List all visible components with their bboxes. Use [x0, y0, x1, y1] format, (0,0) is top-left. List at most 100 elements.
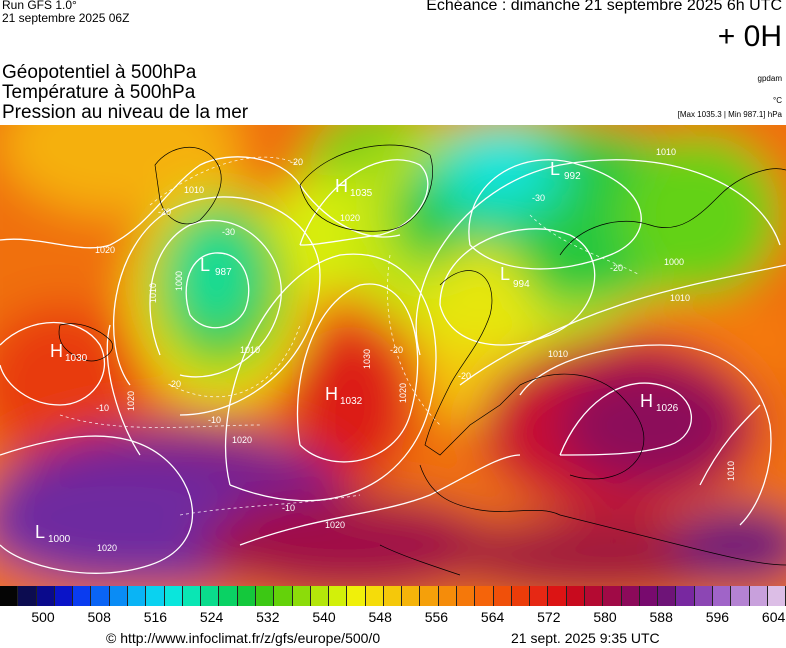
isobar-label: 1020 [398, 383, 408, 403]
isobar-label: 1020 [325, 520, 345, 530]
center-value: 994 [513, 279, 530, 290]
color-swatch [310, 586, 330, 606]
color-swatch [365, 586, 384, 606]
scale-label: 588 [649, 609, 673, 625]
color-swatch [585, 586, 604, 606]
isobar-label: 1010 [726, 461, 736, 481]
color-swatch [274, 586, 293, 606]
param-pressure: Pression au niveau de la mer [2, 102, 249, 123]
scale-label: 540 [312, 609, 336, 625]
color-swatch [146, 586, 165, 606]
color-swatch [603, 586, 622, 606]
param-geopotential: Géopotentiel à 500hPa [2, 62, 197, 83]
center-value: 987 [215, 267, 232, 278]
isobar-label: 1010 [148, 283, 158, 303]
color-swatch [566, 586, 585, 606]
color-swatch [0, 586, 19, 606]
color-swatch [621, 586, 640, 606]
temperature-label: -10 [282, 503, 295, 513]
color-swatch [548, 586, 567, 606]
center-letter: L [500, 264, 510, 284]
forecast-time: Echéance : dimanche 21 septembre 2025 6h… [426, 0, 782, 14]
color-swatch [402, 586, 421, 606]
scale-label: 508 [87, 609, 111, 625]
pressure-centers: H 1030 L 987 H 1035 L 992 L 994 H 1032 H… [35, 159, 679, 545]
isobar-label: 1010 [670, 293, 690, 303]
color-swatch [36, 586, 55, 606]
center-letter: L [200, 255, 210, 275]
isobar-label: 1020 [97, 543, 117, 553]
isobar-label: 1000 [664, 257, 684, 267]
temperature-labels: -20 -20 -30 -20 -30 -20 -20 -10 -10 -10 … [96, 157, 623, 513]
weather-map: H 1030 L 987 H 1035 L 992 L 994 H 1032 H… [0, 125, 786, 586]
color-swatch [219, 586, 238, 606]
color-swatch [329, 586, 348, 606]
param-temperature: Température à 500hPa [2, 82, 196, 103]
unit-temperature: °C [773, 96, 782, 105]
isobar-label: 1020 [126, 391, 136, 411]
color-swatch [73, 586, 92, 606]
geopotential-field [0, 125, 786, 586]
color-scale-bar [0, 586, 786, 606]
run-date: 21 septembre 2025 06Z [2, 11, 130, 25]
color-swatch [438, 586, 458, 606]
temperature-label: -10 [208, 415, 221, 425]
temperature-label: -20 [610, 263, 623, 273]
isobar-label: 1010 [548, 349, 568, 359]
color-swatch [694, 586, 713, 606]
forecast-offset: + 0H [717, 20, 782, 53]
scale-label: 500 [31, 609, 55, 625]
center-value: 1035 [350, 188, 373, 199]
isobar-label: 1000 [174, 271, 184, 291]
footer-date: 21 sept. 2025 9:35 UTC [511, 630, 660, 646]
center-letter: H [335, 176, 348, 196]
pressure-minmax: [Max 1035.3 | Min 987.1] hPa [677, 110, 782, 119]
scale-label: 532 [256, 609, 280, 625]
temperature-label: -10 [96, 403, 109, 413]
color-swatch [237, 586, 256, 606]
color-swatch [530, 586, 549, 606]
center-letter: L [550, 159, 560, 179]
center-value: 1026 [656, 403, 679, 414]
scale-label: 556 [424, 609, 449, 625]
color-swatch [292, 586, 311, 606]
center-letter: H [325, 384, 338, 404]
isobar-label: 1020 [340, 213, 360, 223]
isobar-label: 1030 [362, 349, 372, 369]
unit-geopotential: gpdam [757, 74, 782, 83]
color-scale-labels: 500 508 516 524 532 540 548 556 564 572 580 588 596 6… [0, 609, 786, 627]
color-swatch [457, 586, 476, 606]
footer-url: © http://www.infoclimat.fr/z/gfs/europe/… [106, 630, 381, 646]
center-value: 1032 [340, 396, 363, 407]
isobar-label: 1020 [95, 245, 115, 255]
isobars [0, 156, 786, 574]
scale-label: 604 [761, 609, 786, 625]
color-swatch [658, 586, 677, 606]
temperature-label: -20 [390, 345, 403, 355]
scale-label: 548 [368, 609, 392, 625]
color-swatch [511, 586, 531, 606]
center-value: 992 [564, 171, 581, 182]
center-value: 1000 [48, 534, 71, 545]
color-swatch [420, 586, 439, 606]
temperature-label: -20 [290, 157, 303, 167]
color-swatch [676, 586, 695, 606]
isotherms [59, 156, 641, 516]
scale-label: 524 [199, 609, 224, 625]
temperature-label: -30 [222, 227, 235, 237]
color-swatch [475, 586, 494, 606]
isobar-label: 1020 [232, 435, 252, 445]
scale-label: 564 [480, 609, 505, 625]
isobar-label: 1010 [240, 345, 260, 355]
color-swatch [347, 586, 366, 606]
color-swatch [18, 586, 37, 606]
center-letter: H [50, 341, 63, 361]
scale-label: 516 [143, 609, 168, 625]
isobar-label: 1010 [656, 147, 676, 157]
temperature-label: -20 [158, 207, 171, 217]
isobar-label: 1010 [184, 185, 204, 195]
temperature-label: -20 [458, 371, 471, 381]
color-swatch [493, 586, 512, 606]
temperature-label: -30 [532, 193, 545, 203]
scale-label: 572 [537, 609, 561, 625]
